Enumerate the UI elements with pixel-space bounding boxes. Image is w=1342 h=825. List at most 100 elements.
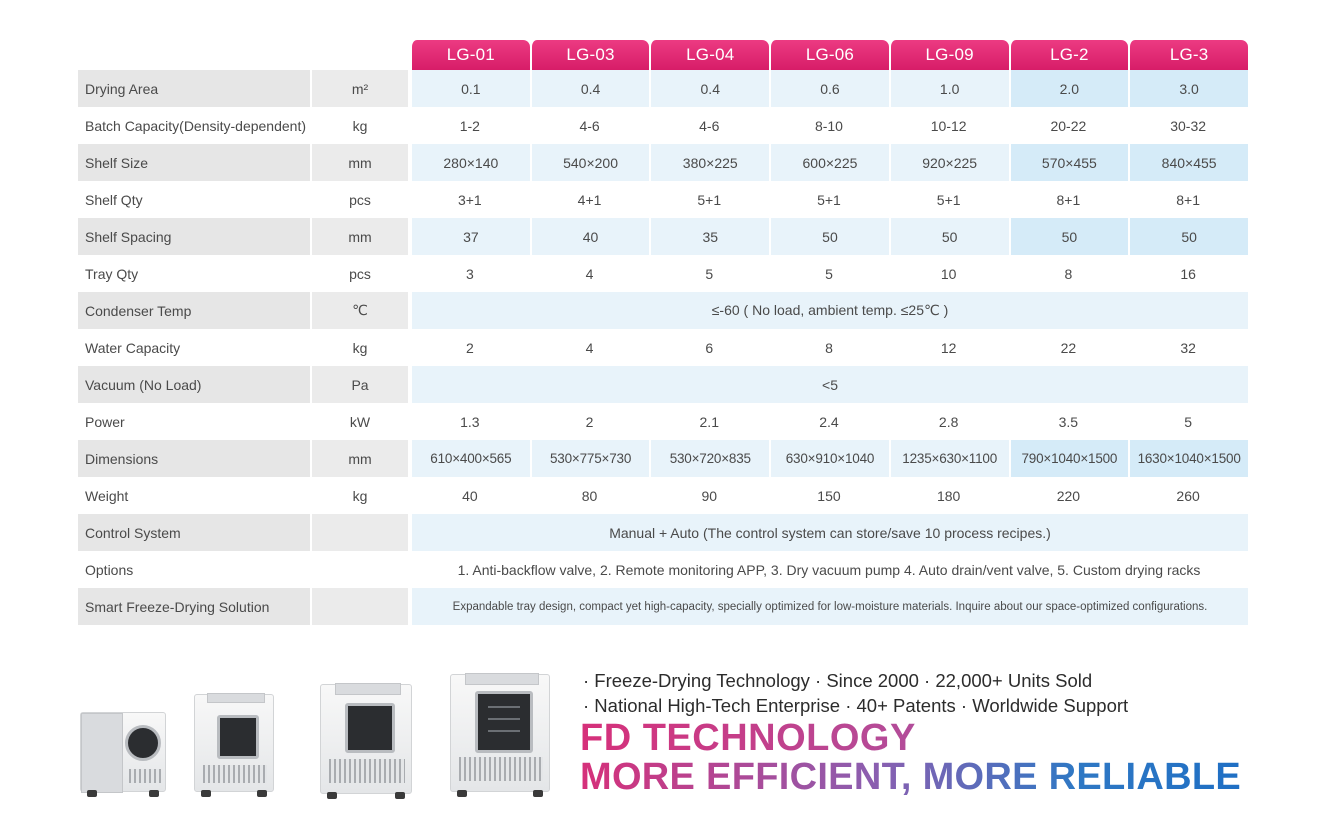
model-header: LG-01 <box>410 40 530 70</box>
table-row: Batch Capacity(Density-dependent) kg 1-2 4-… <box>78 107 1248 144</box>
cell-value: 40 <box>410 477 530 514</box>
tagline: · National High-Tech Enterprise · 40+ Pa… <box>583 695 1129 716</box>
cell-value: 50 <box>769 218 889 255</box>
row-unit: pcs <box>310 255 410 292</box>
cell-value: 0.6 <box>769 70 889 107</box>
row-label: Weight <box>78 477 310 514</box>
cell-value: 1.0 <box>888 70 1009 107</box>
model-header: LG-04 <box>649 40 770 70</box>
cell-value: 50 <box>1008 218 1129 255</box>
cell-value: 30-32 <box>1128 107 1248 144</box>
cell-value: 4+1 <box>529 181 650 218</box>
cell-value: 40 <box>529 218 650 255</box>
cell-value: 540×200 <box>529 144 650 181</box>
cell-value: 8 <box>1008 255 1129 292</box>
cell-value: 610×400×565 <box>410 440 530 477</box>
cell-value: 4-6 <box>529 107 650 144</box>
table-row: Shelf Size mm 280×140 540×200 380×225 600×225… <box>78 144 1248 181</box>
row-label: Shelf Size <box>78 144 310 181</box>
row-unit <box>310 514 410 551</box>
table-row: Power kW 1.3 2 2.1 2.4 2.8 3.5 5 <box>78 403 1248 440</box>
row-label: Vacuum (No Load) <box>78 366 310 403</box>
row-unit: mm <box>310 440 410 477</box>
cell-value: 5 <box>649 255 770 292</box>
cell-value: 5 <box>769 255 889 292</box>
cell-value: 1-2 <box>410 107 530 144</box>
cell-value: 920×225 <box>888 144 1009 181</box>
cell-value: 3.0 <box>1128 70 1248 107</box>
cell-value: 0.1 <box>410 70 530 107</box>
row-label: Power <box>78 403 310 440</box>
cell-value: 600×225 <box>769 144 889 181</box>
cell-value: 2 <box>529 403 650 440</box>
cell-value: 4 <box>529 255 650 292</box>
freeze-dryer-image <box>194 693 274 797</box>
row-label: Tray Qty <box>78 255 310 292</box>
header-blank <box>78 40 310 70</box>
cell-value: 10-12 <box>888 107 1009 144</box>
cell-span-value: Manual + Auto (The control system can st… <box>410 514 1248 551</box>
freeze-dryer-image <box>320 683 412 799</box>
tagline: · Freeze-Drying Technology · Since 2000 … <box>583 670 1093 691</box>
cell-value: 8+1 <box>1008 181 1129 218</box>
cell-value: 180 <box>888 477 1009 514</box>
row-unit: kg <box>310 329 410 366</box>
row-label: Drying Area <box>78 70 310 107</box>
row-label: Shelf Qty <box>78 181 310 218</box>
table-row: Condenser Temp ℃ ≤-60 ( No load, ambient t… <box>78 292 1248 329</box>
cell-value: 5 <box>1128 403 1248 440</box>
product-images <box>72 662 572 812</box>
freeze-dryer-image <box>450 673 550 797</box>
cell-value: 3.5 <box>1008 403 1129 440</box>
spec-body: Drying Area m² 0.1 0.4 0.4 0.6 1.0 2.0 3.0 Batch … <box>78 70 1248 625</box>
cell-value: 37 <box>410 218 530 255</box>
cell-value: 0.4 <box>649 70 770 107</box>
row-unit: kg <box>310 477 410 514</box>
brand-subtitle: MORE EFFICIENT, MORE RELIABLE <box>580 756 1242 798</box>
brand-title: FD TECHNOLOGY <box>580 717 916 759</box>
cell-value: 8-10 <box>769 107 889 144</box>
table-row: Smart Freeze-Drying Solution Expandable t… <box>78 588 1248 625</box>
cell-value: 22 <box>1008 329 1129 366</box>
table-row: Drying Area m² 0.1 0.4 0.4 0.6 1.0 2.0 3.0 <box>78 70 1248 107</box>
table-row: Control System Manual + Auto (The control… <box>78 514 1248 551</box>
cell-value: 4-6 <box>649 107 770 144</box>
cell-value: 150 <box>769 477 889 514</box>
cell-value: 530×720×835 <box>649 440 770 477</box>
cell-span-value: <5 <box>410 366 1248 403</box>
row-label: Dimensions <box>78 440 310 477</box>
row-unit: mm <box>310 144 410 181</box>
cell-value: 630×910×1040 <box>769 440 889 477</box>
table-row: Options 1. Anti-backflow valve, 2. Remote… <box>78 551 1248 588</box>
cell-value: 5+1 <box>649 181 770 218</box>
cell-value: 570×455 <box>1008 144 1129 181</box>
cell-value: 35 <box>649 218 770 255</box>
table-row: Tray Qty pcs 3 4 5 5 10 8 16 <box>78 255 1248 292</box>
cell-value: 2 <box>410 329 530 366</box>
cell-value: 50 <box>1128 218 1248 255</box>
row-label: Batch Capacity(Density-dependent) <box>78 107 310 144</box>
cell-value: 530×775×730 <box>529 440 650 477</box>
freeze-dryer-image <box>80 712 166 797</box>
row-unit: kg <box>310 107 410 144</box>
cell-value: 80 <box>529 477 650 514</box>
cell-value: 2.1 <box>649 403 770 440</box>
cell-value: 20-22 <box>1008 107 1129 144</box>
row-unit: pcs <box>310 181 410 218</box>
row-unit: m² <box>310 70 410 107</box>
row-label: Condenser Temp <box>78 292 310 329</box>
row-label: Water Capacity <box>78 329 310 366</box>
row-label: Options <box>78 551 310 588</box>
cell-value: 2.8 <box>888 403 1009 440</box>
model-header: LG-2 <box>1008 40 1129 70</box>
cell-value: 1235×630×1100 <box>888 440 1009 477</box>
cell-value: 5+1 <box>769 181 889 218</box>
cell-value: 12 <box>888 329 1009 366</box>
row-unit: kW <box>310 403 410 440</box>
cell-span-value: Expandable tray design, compact yet high… <box>410 588 1248 625</box>
table-row: Dimensions mm 610×400×565 530×775×730 530×72… <box>78 440 1248 477</box>
cell-value: 790×1040×1500 <box>1008 440 1129 477</box>
row-unit: mm <box>310 218 410 255</box>
header-blank <box>310 40 410 70</box>
cell-value: 32 <box>1128 329 1248 366</box>
